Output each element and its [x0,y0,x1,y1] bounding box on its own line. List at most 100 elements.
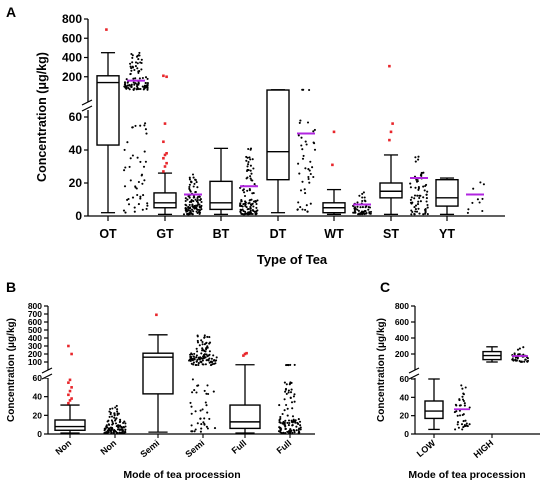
panel-a-st-scatter-point [424,184,427,188]
panel-a-ot-scatter-point [123,185,127,188]
panel-c-ytick-label-600: 600 [395,317,409,327]
panel-a-gt-scatter-point [198,195,201,198]
panel-a-bt-scatter-point [251,209,254,212]
panel-a-gt-scatter-point [182,213,186,216]
panel-b-semi-scatter-point [195,354,198,357]
panel-b-non-scatter-point [116,428,119,431]
panel-a-st-scatter-point [410,196,413,199]
panel-b-non-scatter-point [109,413,112,416]
panel-a-plot-area [96,28,485,216]
panel-a-gt-scatter-point [199,206,202,209]
panel-a-bt-scatter-point [248,211,251,214]
panel-a-bt-scatter-point [255,212,258,215]
panel-a-st-scatter-point [409,182,412,185]
panel-a-ot-scatter-point [134,124,137,127]
panel-b-semi-scatter-point [195,356,198,359]
panel-b-semi-scatter-point [205,425,208,428]
panel-b-full-scatter-point [288,421,291,425]
panel-a-ot-scatter-point [123,148,126,151]
panel-b-ytick-label-40: 40 [33,392,43,402]
panel-b-semi-scatter-point [193,389,196,392]
panel-b-full-scatter-point [283,409,286,412]
panel-a-dt-scatter-point [297,201,300,204]
panel-a-ot-scatter-point [139,160,142,163]
panel-a-bt-scatter-point [248,156,251,159]
panel-b-non-scatter-point [117,426,120,429]
panel-a-ot-scatter-point [127,203,131,206]
panel-b-non-scatter-point [122,421,125,425]
panel-a-dt-scatter-point [305,143,308,146]
panel-b-full-scatter-point [278,426,281,429]
panel-b-axis-break-mark-lower [41,373,53,380]
panel-a-ot-scatter-point [134,65,137,68]
panel-a-dt-box [266,89,290,181]
panel-a-wt-scatter-point [356,201,359,204]
panel-b-full-scatter-point [289,428,292,431]
panel-a-dt-scatter-point [309,172,312,176]
panel-a-ot-scatter-point [124,166,127,169]
panel-b-non-scatter-point [124,428,127,431]
panel-c-low-scatter-point [462,420,465,423]
panel-a-wt-scatter-point [361,206,364,209]
panel-c-high-scatter-point [514,359,518,362]
panel-a-st-scatter-point [425,200,428,203]
panel-a-bt-scatter-point [247,160,250,164]
panel-a-wt-scatter-point [368,211,371,214]
panel-b-semi-scatter-point [208,341,212,344]
panel-b-ytick-label-0: 0 [37,429,42,439]
panel-b-full-scatter-point [289,363,292,366]
panel-a-ytick-label-400: 400 [62,51,82,65]
panel-b-non-scatter-point [115,431,118,434]
panel-a-ot-scatter-point [137,88,140,91]
panel-a-st-scatter-point [414,156,417,159]
panel-a-ot-scatter-point [143,150,146,153]
panel-b-semi-scatter-point [201,408,204,411]
panel-a-st-scatter-point [416,203,420,206]
panel-a-dt-scatter-point [304,208,307,211]
panel-b-full-scatter-point [291,407,294,410]
panel-a-dt-scatter-point [301,148,304,151]
panel-b-semi-outlier [155,313,158,317]
panel-a-ot-scatter-point [130,69,133,72]
panel-c-ytick-label-800: 800 [395,301,409,311]
panel-a-st-xtick-label: ST [383,227,399,241]
panel-c-low-scatter-point [464,419,467,422]
panel-a-gt-scatter-point [198,212,201,216]
panel-a-gt-scatter-point [197,195,200,198]
panel-a-wt-xtick-label: WT [324,227,344,241]
panel-b-full-scatter-point [298,420,302,423]
panel-c-high-scatter-point [523,360,526,363]
panel-b-full-scatter-point [286,430,289,433]
panel-c-ytick-label-200: 200 [395,349,409,359]
panel-a-bt-scatter-point [251,179,254,182]
panel-b-non-scatter-point [122,432,126,435]
panel-a-gt-scatter-point [184,207,187,210]
panel-a-bt-scatter-point [249,207,252,210]
panel-b-full-scatter-point [285,383,288,386]
panel-b-semi-scatter-point [207,354,210,357]
panel-c-low-scatter-point [458,399,461,402]
panel-a-gt-scatter-point [191,213,194,216]
panel-a-yt-box [435,178,459,207]
panel-a-letter: A [6,4,16,20]
panel-a-ot-scatter-point [139,61,142,64]
panel-a-ot-scatter-point [146,82,149,85]
panel-a-gt-outlier [162,156,165,160]
panel-a-gt-scatter-point [188,183,191,186]
panel-b-semi-scatter-point [198,344,201,347]
panel-a-ot-scatter-point [143,124,146,127]
panel-b-semi-scatter-point [196,334,199,337]
panel-a-bt-scatter-point [245,159,248,162]
panel-b-semi-scatter-point [199,417,202,420]
panel-a-ot-scatter-point [133,206,136,209]
panel-a-dt-scatter-point [297,162,300,165]
panel-a-st-box [379,182,403,199]
panel-b-non-scatter-point [118,421,121,424]
panel-b-full-scatter-point [286,421,289,424]
panel-a-dt-scatter-point [300,136,303,139]
panel-b-full-scatter-point [287,391,290,394]
panel-a-ot-scatter-point [131,61,134,64]
panel-c-low-scatter-point [454,428,457,431]
panel-a-ot-scatter-point [144,160,147,163]
panel-a-ot-scatter-point [140,58,143,61]
